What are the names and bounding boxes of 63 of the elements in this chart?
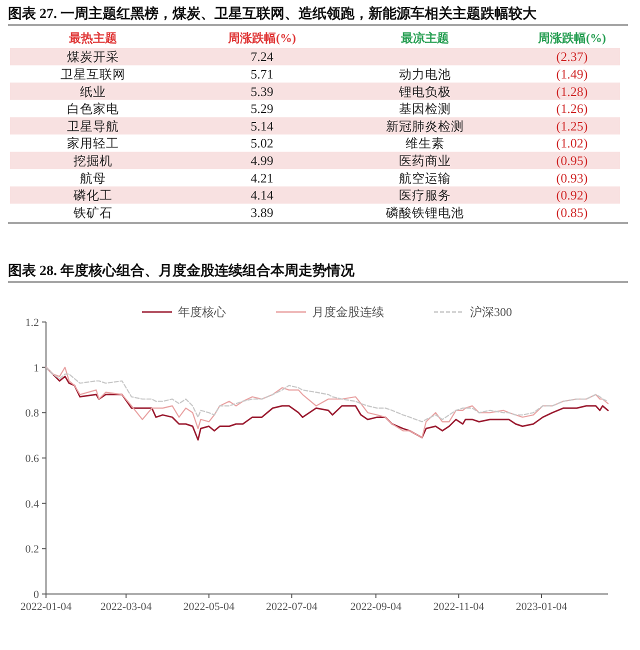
y-tick-label: 0 <box>34 589 40 601</box>
x-tick-label: 2022-01-04 <box>20 601 72 613</box>
category-label: 煤炭开采 <box>67 50 119 64</box>
data-label: (1.25) <box>556 118 588 134</box>
category-label: 动力电池 <box>399 67 451 82</box>
legend-label: 沪深300 <box>470 305 512 319</box>
y-tick-label: 0.4 <box>25 498 40 510</box>
series-label: 周涨跌幅(%) <box>227 31 296 45</box>
y-tick-label: 0.8 <box>25 408 40 420</box>
data-label: (1.02) <box>556 136 588 151</box>
x-tick-label: 2022-09-04 <box>350 601 402 613</box>
category-label: 纸业 <box>80 84 106 99</box>
data-label: 5.39 <box>250 84 274 99</box>
data-label: 5.02 <box>250 136 274 151</box>
text: 周涨跌幅(%) <box>537 31 606 45</box>
category-label: 家用轻工 <box>67 136 119 151</box>
y-tick-label: 0.2 <box>25 544 39 556</box>
category-label: 基因检测 <box>399 102 451 116</box>
data-label: (1.28) <box>556 84 588 99</box>
text: 最凉主题 <box>400 31 449 45</box>
data-label: (1.26) <box>556 101 588 116</box>
legend-label: 年度核心 <box>178 305 226 319</box>
y-tick-label: 0.6 <box>25 453 40 465</box>
x-tick-label: 2023-01-04 <box>516 601 568 613</box>
data-label: (2.37) <box>556 49 588 64</box>
category-label: 医药商业 <box>399 154 451 168</box>
category-label: 维生素 <box>406 136 444 151</box>
x-tick-label: 2022-11-04 <box>433 601 485 613</box>
data-label: (0.93) <box>556 170 588 186</box>
category-label: 卫星导航 <box>67 119 119 134</box>
category-label: 锂电负极 <box>398 84 451 99</box>
data-label: 4.14 <box>250 188 274 203</box>
data-label: (0.92) <box>556 188 588 203</box>
category-label: 挖掘机 <box>74 154 112 168</box>
y-tick-label: 1.2 <box>25 317 39 329</box>
category-label: 新冠肺炎检测 <box>386 119 464 134</box>
legend-label: 月度金股连续 <box>312 305 384 319</box>
data-label: 5.29 <box>250 101 274 116</box>
category-label: 白色家电 <box>67 101 119 116</box>
category-label: 航母 <box>80 171 106 186</box>
data-label: (1.49) <box>556 66 588 82</box>
text: 最热主题 <box>68 31 117 45</box>
line-series <box>45 366 609 422</box>
data-label: 4.21 <box>250 170 274 186</box>
data-label: 5.14 <box>250 118 274 134</box>
data-label: (0.85) <box>556 204 588 220</box>
data-label: 5.71 <box>250 66 274 82</box>
y-tick-label: 1 <box>34 362 39 374</box>
data-label: 4.99 <box>250 152 274 168</box>
category-label: 磷酸铁锂电池 <box>385 206 464 220</box>
category-label: 卫星互联网 <box>60 67 126 82</box>
x-tick-label: 2022-03-04 <box>100 601 152 613</box>
category-label: 航空运输 <box>399 171 451 186</box>
data-label: 3.89 <box>250 204 274 220</box>
data-label: (0.95) <box>556 152 588 168</box>
text: 图表 27. 一周主题红黑榜，煤炭、卫星互联网、造纸领跑，新能源车相关主题跌幅较大 <box>8 5 538 22</box>
data-label: 7.24 <box>250 49 274 64</box>
category-label: 医疗服务 <box>399 188 451 203</box>
chart-title: 图表 28. 年度核心组合、月度金股连续组合本周走势情况 <box>8 262 356 279</box>
x-tick-label: 2022-05-04 <box>183 601 236 613</box>
category-label: 磷化工 <box>72 188 112 203</box>
x-tick-label: 2022-07-04 <box>266 601 318 613</box>
category-label: 铁矿石 <box>72 206 112 220</box>
